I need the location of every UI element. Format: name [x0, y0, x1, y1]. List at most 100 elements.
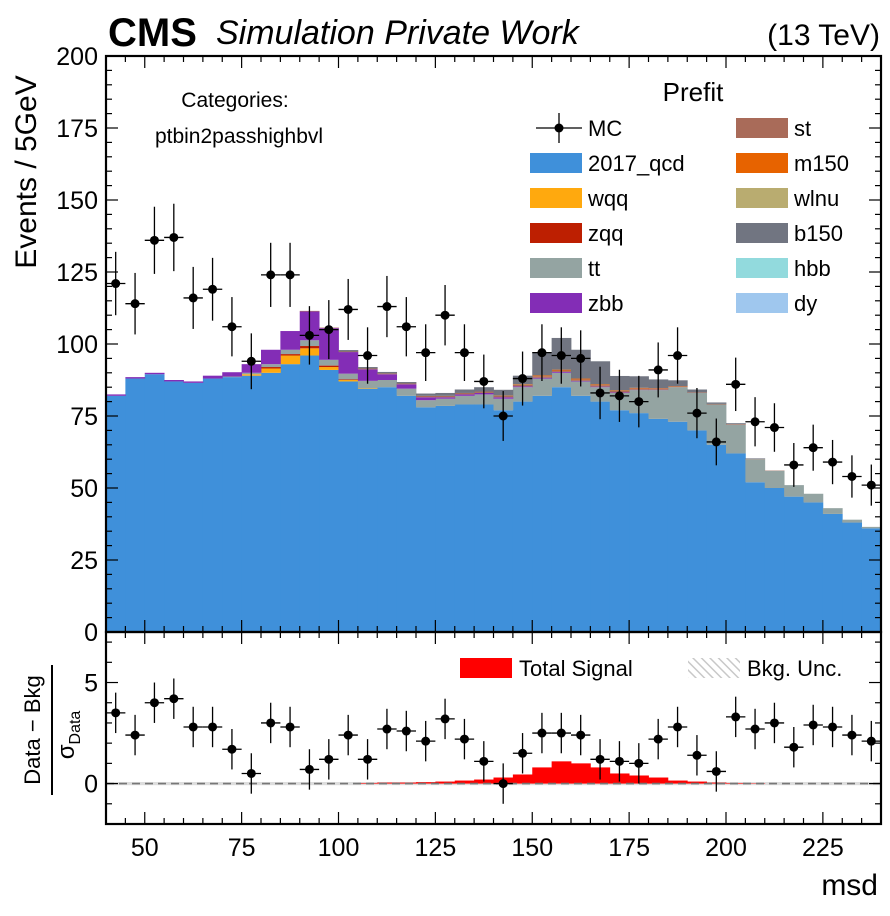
ratio-point — [208, 722, 217, 731]
ratio-point — [479, 757, 488, 766]
stack-bar-2017-qcd — [261, 373, 281, 632]
ratio-point — [441, 714, 450, 723]
signal-bar — [532, 767, 552, 783]
mc-point — [324, 325, 333, 334]
ratio-point — [227, 745, 236, 754]
ratio-point — [344, 731, 353, 740]
mc-point — [344, 305, 353, 314]
ratio-point — [867, 737, 876, 746]
mc-point — [111, 279, 120, 288]
ratio-y-tick-label: 5 — [84, 670, 98, 698]
legend-label: dy — [794, 291, 817, 316]
mc-point — [847, 472, 856, 481]
mc-point — [208, 285, 217, 294]
stack-bar-2017-qcd — [823, 514, 843, 632]
mc-point — [518, 374, 527, 383]
mc-point — [789, 460, 798, 469]
legend-swatch — [736, 118, 788, 138]
stack-bar-zbb — [339, 352, 359, 374]
ratio-y-label-numerator: Data − Bkg — [20, 675, 45, 784]
mc-point — [751, 417, 760, 426]
mc-point — [809, 443, 818, 452]
legend-swatch-signal — [460, 658, 512, 678]
stack-bar-st — [377, 373, 397, 374]
stack-bar-2017-qcd — [125, 379, 145, 632]
x-tick-label: 225 — [802, 834, 844, 862]
x-tick-label: 75 — [228, 834, 256, 862]
stack-bar-zbb — [106, 394, 126, 395]
ratio-point — [576, 731, 585, 740]
legend-label: 2017_qcd — [588, 151, 685, 176]
legend-swatch — [736, 153, 788, 173]
stack-bar-2017-qcd — [455, 404, 475, 632]
stack-bar-2017-qcd — [590, 402, 610, 632]
legend-mc-label: MC — [588, 116, 622, 141]
stack-bar-2017-qcd — [397, 396, 417, 632]
signal-bar — [649, 778, 669, 784]
stack-bar-2017-qcd — [280, 364, 300, 632]
mc-point — [576, 354, 585, 363]
x-tick-label: 150 — [511, 834, 553, 862]
stack-bar-wqq — [261, 368, 281, 372]
stack-bar-2017-qcd — [222, 377, 242, 632]
legend-swatch — [530, 223, 582, 243]
stack-bar-wqq — [339, 380, 359, 381]
mc-point — [537, 348, 546, 357]
ratio-y-label-sigma: σ — [53, 744, 80, 759]
stack-bar-wqq — [358, 388, 378, 389]
mc-point — [131, 299, 140, 308]
stack-bar-tt — [745, 459, 765, 482]
stack-bar-2017-qcd — [494, 410, 514, 632]
ratio-point — [460, 735, 469, 744]
stack-bar-tt — [222, 377, 242, 378]
ratio-point — [266, 718, 275, 727]
ratio-point — [189, 722, 198, 731]
stack-bar-tt — [842, 520, 862, 523]
stack-bar-tt — [823, 508, 843, 514]
legend-label: wqq — [587, 186, 628, 211]
stack-bar-tt — [397, 389, 417, 396]
mc-point — [673, 351, 682, 360]
ratio-y-axis-label: Data − Bkg σData — [20, 665, 84, 795]
legend-swatch — [736, 188, 788, 208]
x-tick-label: 175 — [608, 834, 650, 862]
mc-point — [227, 322, 236, 331]
mc-point — [382, 302, 391, 311]
y-tick-label: 150 — [56, 187, 98, 215]
mc-point — [731, 380, 740, 389]
mc-point — [266, 270, 275, 279]
category-annotation-title: Categories: — [181, 89, 288, 112]
stack-bar-tt — [765, 471, 785, 488]
experiment-label: CMS — [108, 11, 197, 55]
mc-point — [712, 437, 721, 446]
mc-point — [828, 458, 837, 467]
stack-bar-2017-qcd — [745, 482, 765, 632]
legend-swatch — [530, 293, 582, 313]
stack-bar-2017-qcd — [687, 430, 707, 632]
stack-bar-st — [726, 424, 746, 425]
stack-bar-zqq — [319, 366, 339, 367]
ratio-content — [106, 678, 881, 803]
stack-bar-zbb — [222, 372, 242, 376]
stack-bar-2017-qcd — [145, 374, 165, 632]
stack-bar-2017-qcd — [300, 356, 320, 632]
mc-point — [634, 397, 643, 406]
ratio-point — [421, 737, 430, 746]
stack-bar-2017-qcd — [203, 379, 223, 632]
signal-bar — [513, 774, 533, 783]
stack-bar-zbb — [435, 397, 455, 398]
energy-label: (13 TeV) — [767, 19, 880, 52]
stack-bar-2017-qcd — [726, 453, 746, 632]
stack-bar-2017-qcd — [339, 381, 359, 632]
stack-bar-2017-qcd — [649, 419, 669, 632]
mc-point — [479, 377, 488, 386]
stack-bar-2017-qcd — [242, 376, 262, 632]
mc-point — [460, 348, 469, 357]
stack-bar-2017-qcd — [629, 413, 649, 632]
stack-bar-2017-qcd — [532, 396, 552, 632]
y-tick-label: 0 — [84, 619, 98, 647]
stack-bar-tt — [377, 380, 397, 387]
stack-bar-st — [397, 383, 417, 384]
ratio-point — [305, 765, 314, 774]
